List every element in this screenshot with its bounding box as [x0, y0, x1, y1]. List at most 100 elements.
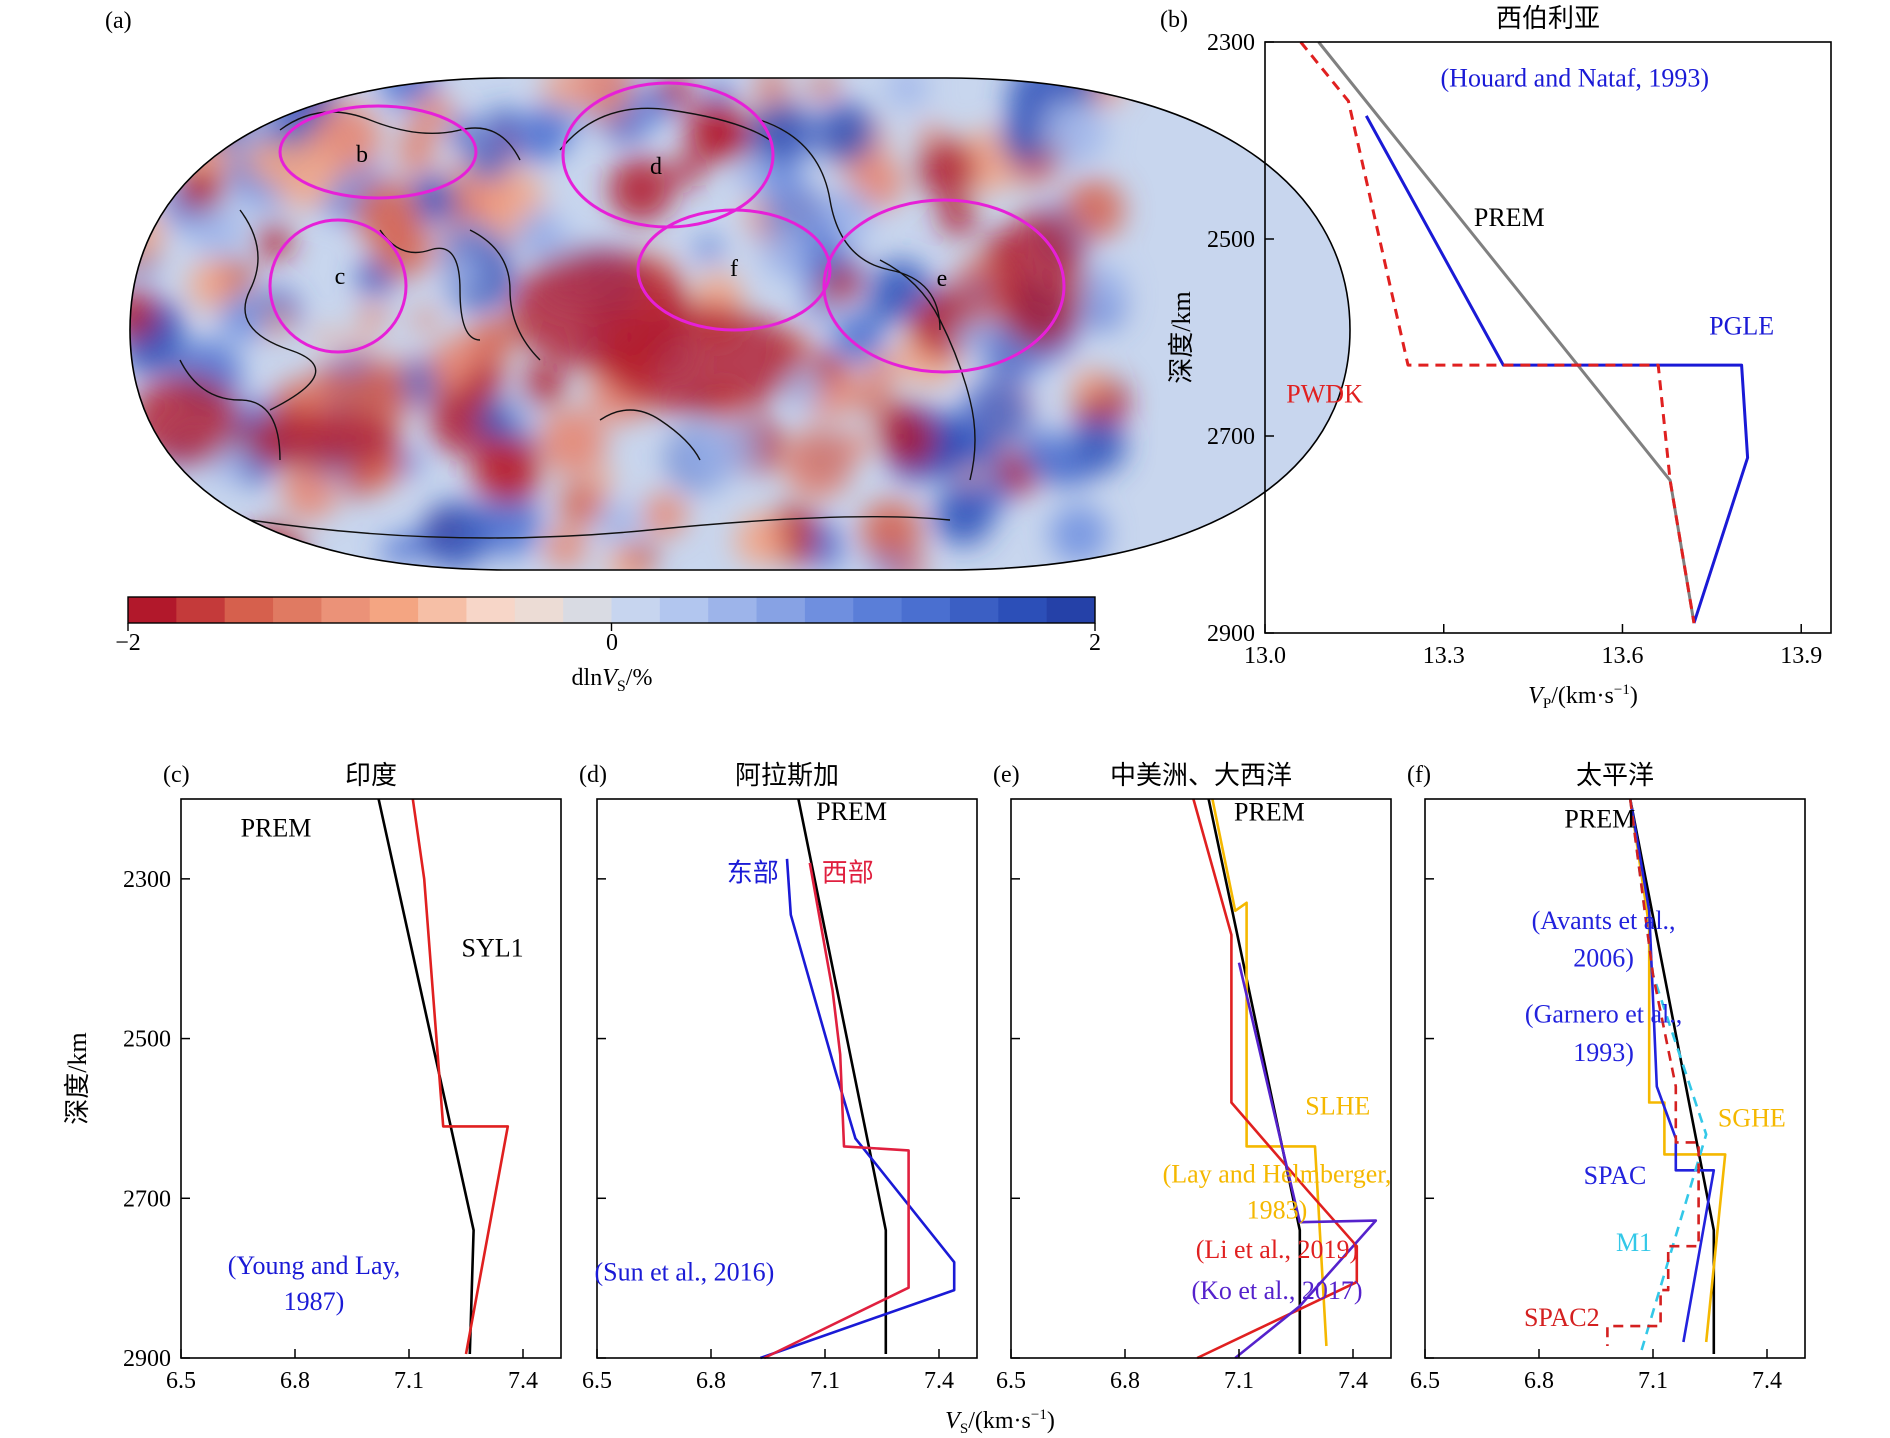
anomaly-blob [886, 78, 929, 109]
annotation-label: SLHE [1305, 1091, 1370, 1120]
colorbar-swatch [756, 597, 806, 623]
colorbar-swatch [708, 597, 758, 623]
annotation-label: 1987) [284, 1287, 345, 1316]
anomaly-blob [430, 388, 497, 455]
anomaly-blob [150, 179, 171, 200]
anomaly-blob [219, 296, 267, 344]
velocity-profile-panels: (b) 西伯利亚 13.0 13.3 13.6 13.9 2300 2500 2700 2900 深… [63, 4, 1832, 1394]
anomaly-blob [684, 100, 748, 164]
annotation-label: (Lay and Helmberger, [1163, 1159, 1392, 1188]
annotation-label: (Garnero et al., [1525, 1000, 1682, 1029]
anomaly-blob [544, 527, 587, 570]
colorbar-swatch [1046, 597, 1096, 623]
anomaly-blob [448, 254, 486, 292]
anomaly-blob [476, 402, 515, 441]
anomaly-blob [472, 435, 540, 503]
y-axis-label: 深度/km [63, 1032, 92, 1124]
anomaly-blob [823, 262, 862, 301]
colorbar-ticks: −2 0 2 [115, 630, 1101, 656]
anomaly-blob [517, 209, 565, 256]
anomaly-blob [629, 543, 656, 570]
anomaly-blob [302, 385, 329, 411]
annotation-label: 2006) [1573, 944, 1634, 973]
anomaly-blob [241, 78, 263, 99]
panel-c-frame [180, 798, 562, 1359]
y-tick-label: 2700 [1207, 424, 1255, 450]
anomaly-blob [130, 289, 158, 340]
annotation-label: (Ko et al., 2017) [1191, 1276, 1362, 1305]
coastline [249, 515, 951, 539]
y-tick-label: 2500 [1207, 227, 1255, 253]
anomaly-blob [953, 323, 984, 354]
x-tick-label: 13.0 [1244, 643, 1286, 669]
colorbar-swatch [418, 597, 467, 623]
annotation-label: PGLE [1709, 312, 1774, 341]
anomaly-blob [475, 491, 542, 557]
anomaly-blob [398, 138, 434, 175]
anomaly-blob [933, 485, 994, 546]
anomaly-blob [143, 78, 191, 121]
series-line [1211, 798, 1328, 1347]
anomaly-blob [645, 91, 674, 120]
anomaly-blob [596, 502, 641, 547]
anomaly-blob [464, 136, 511, 182]
x-tick-label: 7.1 [1224, 1368, 1254, 1394]
region-labels: b c d e f [335, 142, 948, 292]
anomaly-blob [352, 179, 420, 247]
panel-d-label: (d) [579, 762, 607, 788]
x-tick-label: 7.4 [924, 1368, 954, 1394]
shared-xlabel: VS/(km·s−1) [945, 1407, 1055, 1437]
anomaly-blob [696, 236, 721, 262]
coastline [469, 229, 541, 361]
y-tick-label: 2900 [123, 1346, 171, 1372]
anomaly-blob [815, 102, 877, 164]
annotation-label: PREM [1234, 798, 1305, 827]
series-line [763, 862, 910, 1360]
panel-c: (c) 印度 6.5 6.8 7.1 7.4 2300 2500 2700 2900 深度/km PR… [63, 761, 562, 1394]
anomaly-blob [359, 303, 387, 330]
y-axis-label: 深度/km [1167, 291, 1196, 383]
anomaly-blob [472, 316, 518, 363]
anomaly-blob [736, 156, 769, 189]
anomaly-blob [202, 78, 263, 118]
panel-b-xlabel: VP/(km·s−1) [1528, 682, 1638, 712]
region-label-f: f [730, 256, 738, 282]
anomaly-blob [315, 328, 337, 350]
anomaly-blob [187, 259, 238, 311]
anomaly-blob [818, 191, 864, 237]
x-tick-label: 6.5 [582, 1368, 612, 1394]
x-tick-label: 7.1 [810, 1368, 840, 1394]
annotation-label: M1 [1616, 1228, 1652, 1257]
x-tick-label: 6.8 [696, 1368, 726, 1394]
series-line [411, 798, 510, 1355]
annotation-label: PREM [1474, 203, 1545, 232]
annotation-label: (Sun et al., 2016) [594, 1258, 774, 1287]
coastline [759, 119, 941, 331]
x-tick-label: 13.6 [1601, 643, 1643, 669]
annotation-label: 东部 [727, 858, 779, 887]
anomaly-blob [843, 430, 872, 458]
colorbar-swatch [369, 597, 419, 623]
series-line [1234, 962, 1378, 1360]
series-line [1628, 798, 1716, 1354]
anomaly-blob [857, 384, 890, 416]
anomaly-blob [764, 182, 827, 245]
annotation-label: (Li et al., 2019) [1196, 1235, 1358, 1264]
colorbar-swatch [321, 597, 371, 623]
y-tick-label: 2300 [123, 867, 171, 893]
anomaly-blob [1049, 504, 1109, 564]
anomaly-blob [590, 468, 615, 493]
anomaly-blob [245, 139, 288, 182]
panel-e-label: (e) [993, 762, 1020, 788]
anomaly-blob [962, 464, 984, 486]
x-tick-label: 7.1 [394, 1368, 424, 1394]
region-label-b: b [356, 142, 368, 168]
anomaly-blob [1021, 429, 1070, 478]
coastline [379, 229, 481, 341]
anomaly-blob [240, 410, 400, 470]
anomaly-blob [193, 95, 230, 132]
annotation-label: PWDK [1286, 380, 1363, 409]
anomaly-blob [413, 307, 437, 332]
anomaly-blob [809, 78, 837, 100]
anomaly-blob [643, 493, 687, 537]
